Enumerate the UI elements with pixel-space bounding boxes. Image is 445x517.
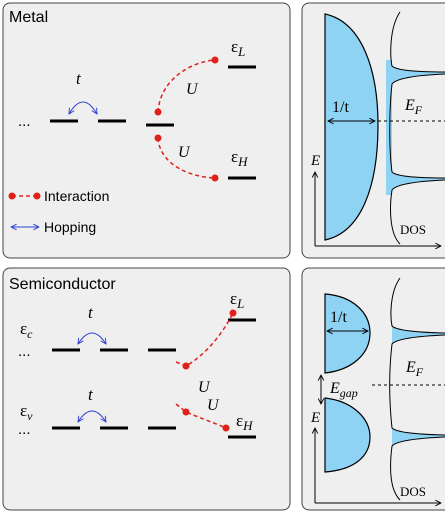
legend-label: Hopping [44,219,96,235]
metal-dos-panel: 1/t EF E DOS [301,2,445,259]
interaction-label: U [186,81,199,98]
hopping-label: t [88,385,94,404]
width-label: 1/t [332,99,349,116]
legend-label: Interaction [44,188,109,204]
fermi-label: EF [404,97,423,117]
hopping-label: t [88,303,94,322]
semiconductor-dos-panel: 1/t Egap EF E DOS [301,267,445,511]
interaction-label: U [178,144,191,161]
gap-label: Egap [329,380,358,400]
interaction-label: U [198,379,211,396]
axis-label: DOS [400,484,426,499]
panel-title: Metal [9,9,48,26]
metal-panel: Metal ... t U U εL εH Interaction Hoppin… [2,2,291,259]
semiconductor-panel: Semiconductor εc εv ... ... t t U U εL ε… [2,267,291,511]
hopping-label: t [76,69,82,88]
level-label: εc [20,319,33,341]
level-label: εH [231,147,248,169]
fermi-label: EF [405,359,424,379]
width-label: 1/t [330,309,347,326]
level-label: εL [231,37,245,59]
ellipsis: ... [18,343,31,360]
axis-label: E [310,153,320,169]
level-label: εL [230,289,244,311]
panel-title: Semiconductor [9,276,116,293]
ellipsis: ... [18,421,31,438]
level-label: εH [236,411,253,433]
axis-label: DOS [400,222,426,237]
ellipsis: ... [18,113,31,130]
interaction-label: U [207,397,220,414]
level-label: εv [20,401,33,423]
axis-label: E [310,410,320,426]
